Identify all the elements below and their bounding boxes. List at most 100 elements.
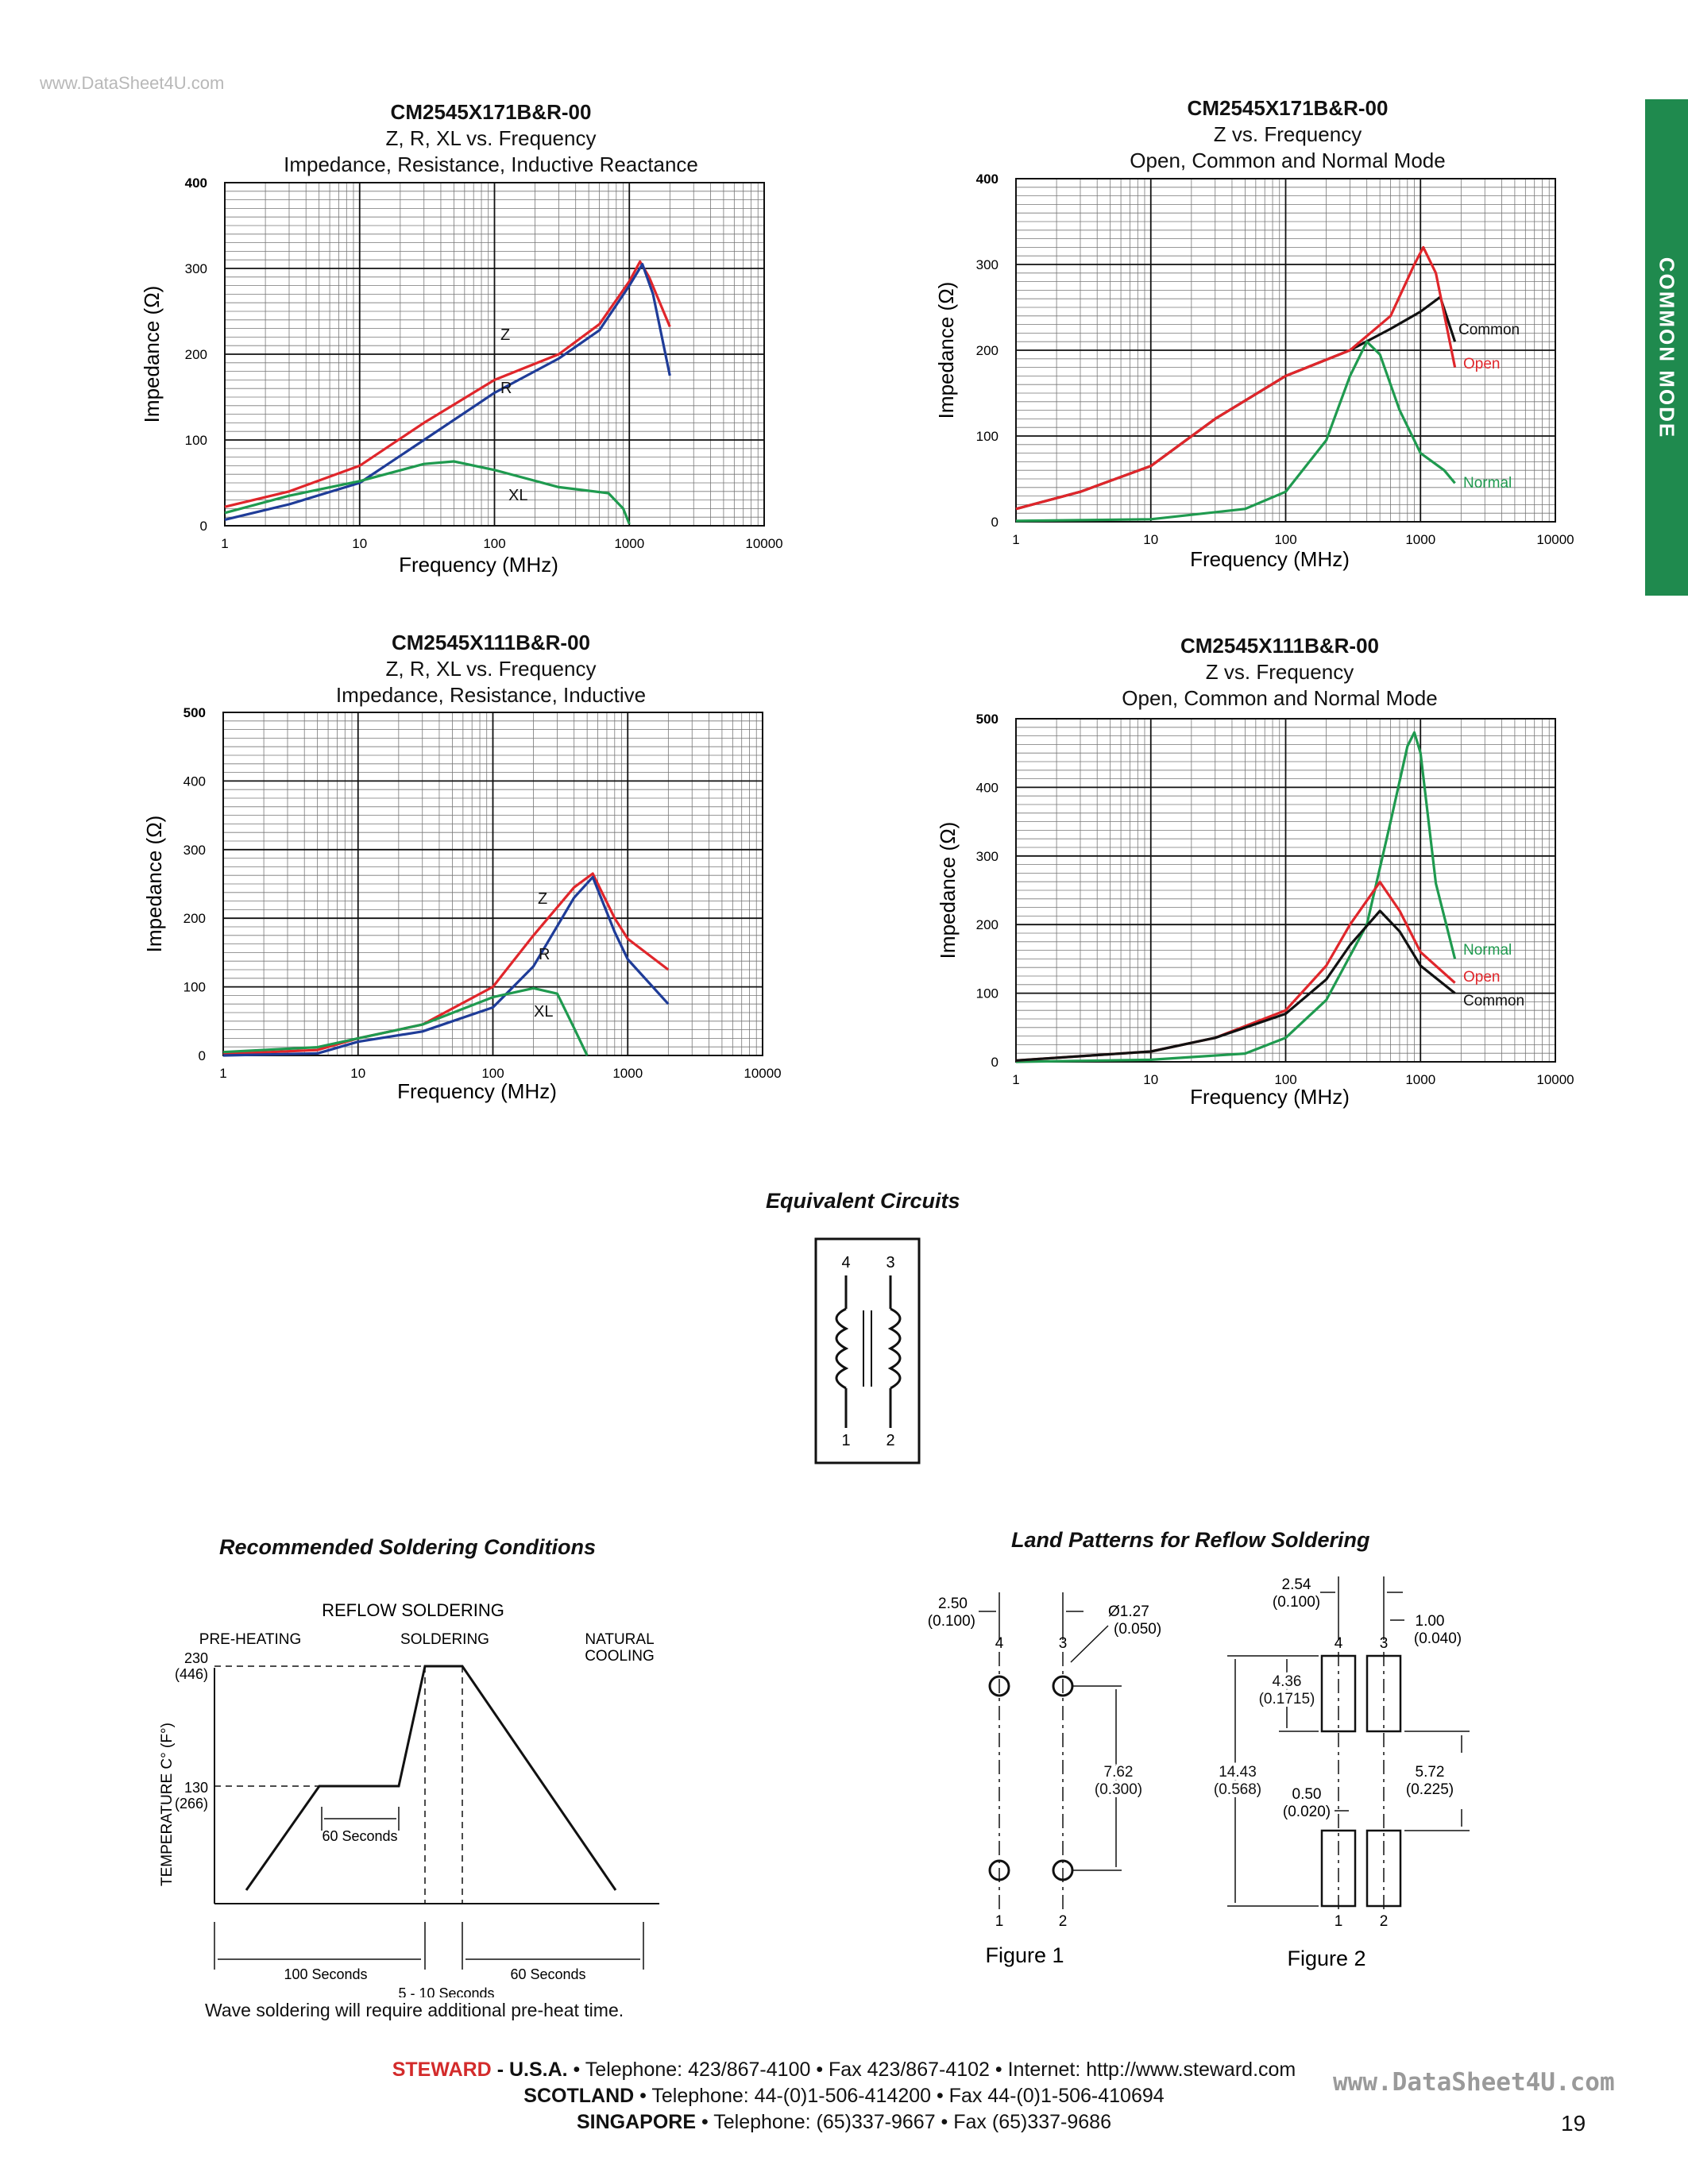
fig2-dim-436: 4.36 <box>1273 1673 1302 1690</box>
fig2-pad-2 <box>1365 1829 1402 1908</box>
chart2-ytick: 0 <box>991 515 999 530</box>
chart4-xtick: 10 <box>1143 1072 1158 1087</box>
fig1-leader <box>1070 1625 1109 1663</box>
fig2-pin-3: 3 <box>1380 1635 1389 1652</box>
duration-5-10s: 5 - 10 Seconds <box>398 1985 494 1997</box>
soldering-heading: Recommended Soldering Conditions <box>219 1535 597 1559</box>
chart3-ytick: 0 <box>199 1048 206 1063</box>
fig1-pin-2: 2 <box>1059 1913 1068 1930</box>
fig1-dim-0300: (0.300) <box>1095 1781 1142 1798</box>
chart1-xtick: 10 <box>352 536 367 551</box>
chart2-xtick: 1 <box>1012 532 1019 547</box>
fig2-dim-254: 2.54 <box>1282 1576 1311 1593</box>
chart3-ytick: 200 <box>183 911 206 926</box>
chart4-xtick: 1000 <box>1405 1072 1435 1087</box>
fig2-pad-1 <box>1320 1829 1357 1908</box>
footer-line-singapore: SINGAPORE • Telephone: (65)337-9667 • Fa… <box>0 2111 1688 2134</box>
equivalent-circuit-diagram: 4 3 1 2 <box>814 1237 921 1464</box>
footer-line-usa: STEWARD - U.S.A. • Telephone: 423/867-41… <box>0 2059 1688 2082</box>
fig2-dim-050: 0.50 <box>1292 1786 1322 1803</box>
chart1-xtick: 100 <box>483 536 505 551</box>
chart2-xtick: 100 <box>1274 532 1296 547</box>
footer-brand: STEWARD <box>392 2059 492 2081</box>
chart2-title-line1: CM2545X171B&R-00 <box>1187 96 1389 120</box>
chart2-ytick: 100 <box>976 429 999 444</box>
circuit-pin-4: 4 <box>841 1254 850 1271</box>
fig1-pin-3: 3 <box>1059 1635 1068 1652</box>
fig2-pin-1: 1 <box>1335 1913 1343 1930</box>
chart3-xtick: 10 <box>350 1066 365 1081</box>
chart3: 0 100 200 300 400 500 1 10 100 1000 10000 Impedance… <box>142 705 782 1103</box>
chart2-curve-label: Common <box>1458 322 1520 338</box>
chart1-title: CM2545X171B&R-00 Z, R, XL vs. Frequency … <box>213 99 769 178</box>
chart2-series-open <box>1015 245 1457 511</box>
chart3-xlabel: Frequency (MHz) <box>397 1079 557 1103</box>
chart2-series-normal <box>1015 340 1456 523</box>
chart2-ytick: 200 <box>976 343 999 358</box>
watermark-bottom: www.DataSheet4U.com <box>1333 2068 1615 2097</box>
chart1-ytick: 200 <box>185 347 207 362</box>
chart1-ytick: 300 <box>185 261 207 276</box>
wave-soldering-note: Wave soldering will require additional p… <box>205 2000 624 2020</box>
chart1-series-r <box>224 263 671 521</box>
chart4-xtick: 10000 <box>1536 1072 1574 1087</box>
chart2-series-common <box>1015 295 1457 511</box>
fig1-pad-4 <box>988 1675 1010 1697</box>
chart3-title: CM2545X111B&R-00 Z, R, XL vs. Frequency … <box>213 630 769 708</box>
fig2-pin-4: 4 <box>1335 1635 1343 1652</box>
phase-preheating: PRE-HEATING <box>199 1631 301 1648</box>
fig1-dim-250: 2.50 <box>938 1596 968 1612</box>
chart2-curve-label: Open <box>1463 356 1500 372</box>
soldering-profile-diagram: REFLOW SOLDERING PRE-HEATING SOLDERING N… <box>159 1600 659 1997</box>
fig2-pin-2: 2 <box>1380 1913 1389 1930</box>
fig2-dim-0040: (0.040) <box>1414 1630 1462 1647</box>
chart4-curve-label: Open <box>1463 969 1500 986</box>
fig2-dim-0568: (0.568) <box>1214 1781 1261 1798</box>
figure2-label: Figure 2 <box>1287 1947 1365 1970</box>
footer-line-scotland: SCOTLAND • Telephone: 44-(0)1-506-414200… <box>0 2085 1688 2108</box>
chart2-frame <box>1015 178 1556 523</box>
temp-446: (446) <box>175 1666 208 1682</box>
fig1-dim-762: 7.62 <box>1104 1764 1134 1781</box>
chart4-xlabel: Frequency (MHz) <box>1190 1085 1350 1109</box>
fig1-dim-0100: (0.100) <box>928 1613 975 1630</box>
chart2-ytick: 300 <box>976 257 999 272</box>
chart1-title-line3: Impedance, Resistance, Inductive Reactan… <box>284 152 698 176</box>
temp-axis-label: TEMPERATURE C° (F°) <box>159 1723 176 1886</box>
equivalent-circuits-heading: Equivalent Circuits <box>766 1189 960 1213</box>
figure1-label: Figure 1 <box>985 1943 1064 1967</box>
chart4-curve-label: Common <box>1463 993 1524 1009</box>
footer-scotland-contact: • Telephone: 44-(0)1-506-414200 • Fax 44… <box>639 2085 1165 2107</box>
footer-usa-contact[interactable]: • Telephone: 423/867-4100 • Fax 423/867-… <box>573 2059 1296 2081</box>
fig1-dim-0050: (0.050) <box>1114 1621 1161 1638</box>
phase-soldering: SOLDERING <box>400 1631 489 1648</box>
chart3-ytick: 100 <box>183 980 206 995</box>
chart1-ytick: 0 <box>200 519 207 534</box>
coil-left <box>835 1307 849 1390</box>
chart1-title-line1: CM2545X171B&R-00 <box>390 100 592 124</box>
chart2-curve-label: Normal <box>1463 475 1512 492</box>
chart4-series-normal <box>1015 731 1457 1063</box>
chart3-xtick: 100 <box>481 1066 504 1081</box>
chart4-title: CM2545X111B&R-00 Z vs. Frequency Open, C… <box>1002 633 1558 712</box>
chart4-ylabel: Impedance (Ω) <box>936 822 960 959</box>
phase-natural: NATURAL <box>585 1631 654 1648</box>
temp-266: (266) <box>175 1796 208 1812</box>
fig2-dim-0100: (0.100) <box>1273 1594 1320 1611</box>
duration-60s: 60 Seconds <box>510 1966 585 1982</box>
chart4-title-line3: Open, Common and Normal Mode <box>1122 686 1438 710</box>
reflow-title: REFLOW SOLDERING <box>322 1600 504 1620</box>
temp-230: 230 <box>184 1650 208 1666</box>
chart4-ytick: 0 <box>991 1055 999 1070</box>
fig2-dim-0225: (0.225) <box>1406 1781 1454 1798</box>
duration-100s: 100 Seconds <box>284 1966 367 1982</box>
chart4-series-open <box>1015 880 1456 1062</box>
chart3-title-line3: Impedance, Resistance, Inductive <box>335 683 647 707</box>
chart1-ylabel: Impedance (Ω) <box>140 286 164 423</box>
chart1-series-z <box>224 260 671 508</box>
chart3-ytick: 500 <box>183 705 206 720</box>
chart4-title-line1: CM2545X111B&R-00 <box>1180 634 1380 658</box>
chart4: 0 100 200 300 400 500 1 10 100 1000 10000 Impedance… <box>936 712 1574 1109</box>
chart1-series-xl <box>224 460 631 525</box>
